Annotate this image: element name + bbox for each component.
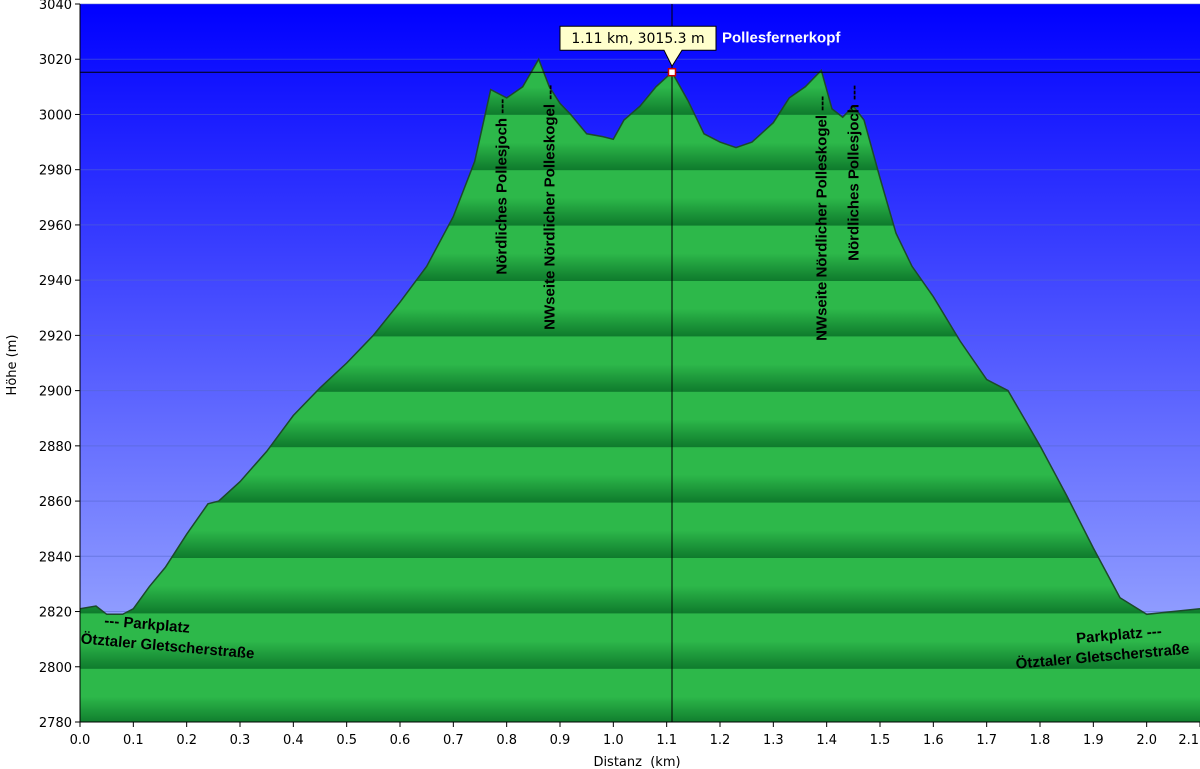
y-tick-label: 3000: [39, 108, 72, 123]
x-tick-label: 0.8: [496, 733, 517, 748]
elevation-area: [80, 59, 1200, 722]
x-axis-title: Distanz (km): [593, 755, 680, 769]
waypoint-label: Nördliches Pollesjoch ---: [493, 99, 510, 275]
waypoint-label: Nördliches Pollesjoch ---: [845, 85, 862, 261]
y-tick-label: 2900: [39, 385, 72, 400]
x-tick-label: 1.5: [870, 733, 891, 748]
x-tick-label: 1.3: [763, 733, 784, 748]
cursor-tooltip: 1.11 km, 3015.3 m: [559, 25, 717, 68]
y-tick-label: 2880: [39, 440, 72, 455]
waypoint-label: NWseite Nördlicher Polleskogel ---: [541, 85, 558, 330]
cursor-marker: [667, 67, 677, 77]
x-tick-label: 0.4: [283, 733, 304, 748]
tooltip-box: [559, 25, 717, 68]
tooltip-text: 1.11 km, 3015.3 m: [571, 31, 704, 47]
elevation-outline: [80, 57, 1200, 616]
x-tick-label: 1.2: [710, 733, 731, 748]
waypoint-label: Pollesfernerkopf: [722, 30, 841, 47]
y-tick-label: 2960: [39, 219, 72, 234]
x-tick-label: 1.4: [816, 733, 837, 748]
y-axis-ticks: 2780 2800 2820 2840 2860 2880 2900 2920 2940 2960…: [39, 0, 80, 731]
cursor-crosshair: [80, 4, 1200, 722]
x-tick-label: 0.6: [390, 733, 411, 748]
x-tick-label: 2.1: [1178, 733, 1199, 748]
waypoint-label: NWseite Nördlicher Polleskogel ---: [813, 96, 830, 341]
x-tick-label: 0.2: [176, 733, 197, 748]
x-tick-label: 1.8: [1030, 733, 1051, 748]
x-tick-label: 1.9: [1083, 733, 1104, 748]
x-tick-label: 0.3: [230, 733, 251, 748]
x-tick-label: 1.7: [976, 733, 997, 748]
y-tick-label: 2820: [39, 606, 72, 621]
y-tick-label: 2800: [39, 661, 72, 676]
x-tick-label: 0.9: [550, 733, 571, 748]
x-tick-label: 0.0: [70, 733, 91, 748]
x-tick-label: 1.6: [923, 733, 944, 748]
x-tick-label: 1.1: [656, 733, 677, 748]
y-tick-label: 2980: [39, 164, 72, 179]
y-tick-label: 2860: [39, 495, 72, 510]
y-tick-label: 3020: [39, 53, 72, 68]
y-tick-label: 2840: [39, 550, 72, 565]
y-tick-label: 2780: [39, 716, 72, 731]
x-axis-ticks: 0.0 0.1 0.2 0.3 0.4 0.5 0.6 0.7 0.8 0.9 1.0 1.1 1.2 1…: [70, 722, 1200, 748]
x-tick-label: 0.1: [123, 733, 144, 748]
x-tick-label: 1.0: [603, 733, 624, 748]
y-tick-label: 2920: [39, 329, 72, 344]
x-tick-label: 0.7: [443, 733, 464, 748]
x-tick-label: 0.5: [336, 733, 357, 748]
y-tick-label: 3040: [39, 0, 72, 13]
y-tick-label: 2940: [39, 274, 72, 289]
x-tick-label: 2.0: [1136, 733, 1157, 748]
y-axis-title: Höhe (m): [5, 335, 20, 396]
